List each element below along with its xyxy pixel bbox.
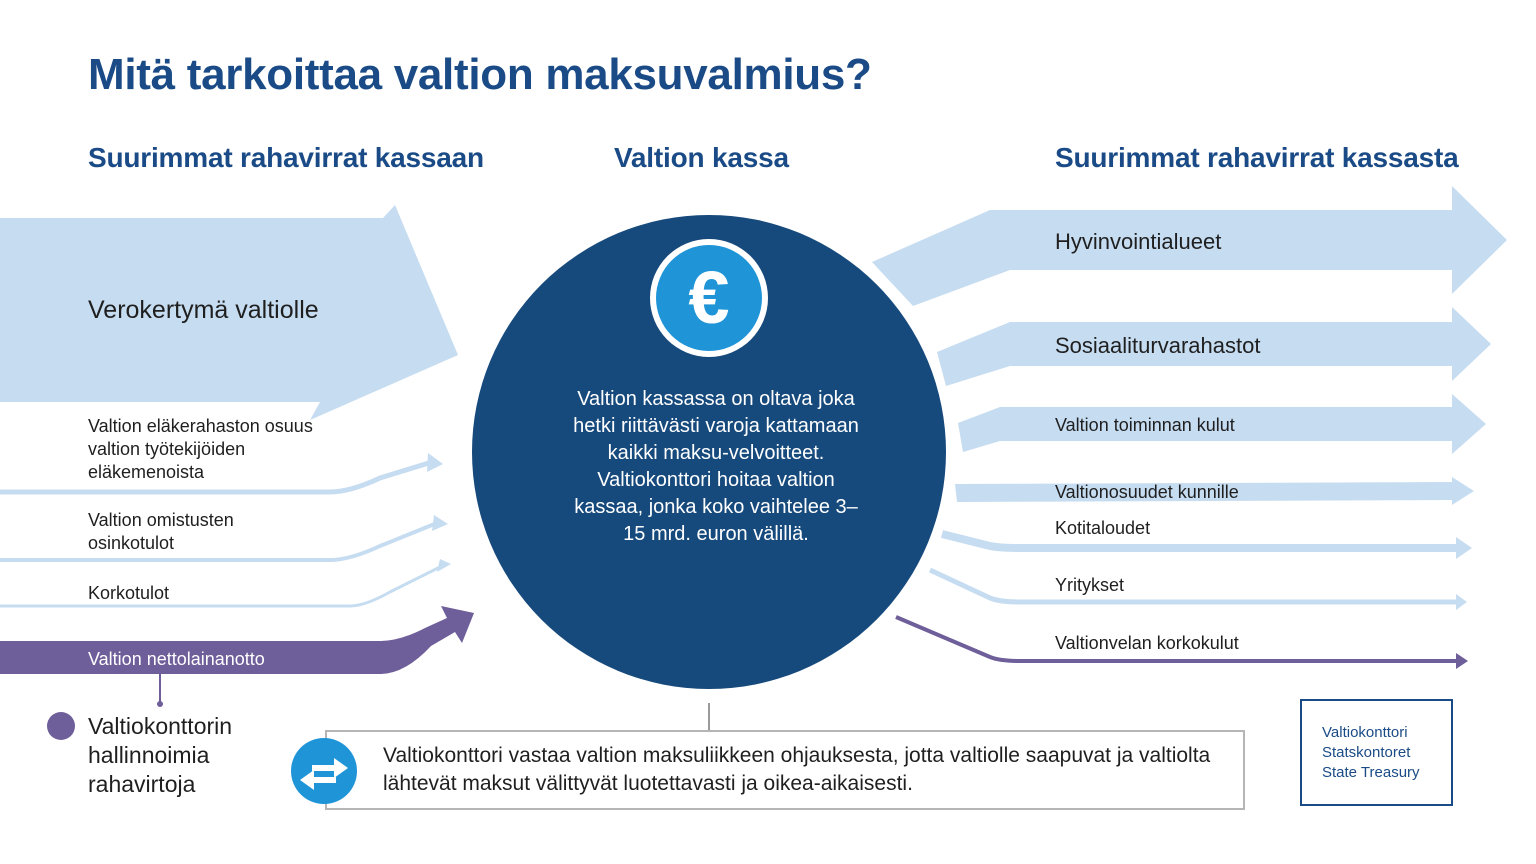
- inflow-arrow-tax: [0, 205, 458, 420]
- inflow-arrow-dividends: [0, 521, 438, 562]
- heading-treasury: Valtion kassa: [614, 142, 789, 173]
- outflow-arrow-debt-interest-head: [1456, 653, 1468, 669]
- inflow-arrow-interest: [0, 564, 443, 608]
- page-title: Mitä tarkoittaa valtion maksuvalmius?: [88, 50, 872, 99]
- inflow-arrow-pension: [0, 459, 433, 495]
- inflow-arrow-pension-head: [427, 453, 443, 472]
- outflow-label-municipal: Valtionosuudet kunnille: [1055, 482, 1239, 502]
- inflow-label-interest: Korkotulot: [88, 583, 170, 603]
- inflow-label-tax: Verokertymä valtiolle: [88, 296, 319, 324]
- logo: Valtiokonttori Statskontoret State Treas…: [1322, 723, 1420, 783]
- outflow-label-operating: Valtion toiminnan kulut: [1055, 415, 1235, 435]
- outflow-label-companies: Yritykset: [1055, 575, 1125, 595]
- logo-line-3: State Treasury: [1322, 764, 1420, 781]
- logo-line-2: Statskontoret: [1322, 744, 1411, 761]
- transfer-arrows-icon: [291, 738, 357, 804]
- outflow-label-households: Kotitaloudet: [1055, 518, 1151, 538]
- heading-outflows: Suurimmat rahavirrat kassasta: [1055, 142, 1459, 173]
- outflow-arrow-debt-interest: [895, 615, 1458, 663]
- outflow-label-social: Sosiaaliturvarahastot: [1055, 333, 1261, 358]
- note-box: [325, 730, 1245, 810]
- inflow-arrow-interest-head: [437, 559, 451, 572]
- treasury-description: Valtion kassassa on oltava joka hetki ri…: [573, 388, 859, 545]
- outflow-arrow-households-head: [1456, 537, 1472, 559]
- logo-line-1: Valtiokonttori: [1322, 724, 1408, 741]
- euro-icon: [656, 245, 762, 351]
- outflow-arrow-social: [937, 307, 1491, 386]
- euro-symbol: €: [688, 256, 730, 339]
- note-text: Valtiokonttori vastaa valtion maksuliikk…: [383, 744, 1211, 795]
- treasury-circle: [472, 215, 946, 689]
- inflow-label-dividends: Valtion omistusten osinkotulot: [88, 510, 234, 553]
- legend-dot: [47, 712, 75, 740]
- inflow-label-borrowing: Valtion nettolainanotto: [88, 649, 265, 669]
- legend-label: Valtiokonttorin hallinnoimia rahavirtoja: [88, 713, 233, 797]
- inflow-label-pension: Valtion eläkerahaston osuus valtion työt…: [88, 416, 313, 482]
- outflow-arrow-companies-head: [1456, 594, 1467, 610]
- outflow-label-welfare: Hyvinvointialueet: [1055, 229, 1222, 254]
- heading-inflows: Suurimmat rahavirrat kassaan: [88, 142, 484, 173]
- outflow-arrow-households: [941, 530, 1458, 552]
- legend-connector-dot: [157, 701, 163, 707]
- outflow-arrow-companies: [928, 567, 1456, 605]
- inflow-arrow-borrowing: [0, 606, 474, 674]
- outflow-arrow-welfare: [872, 186, 1507, 306]
- outflow-arrow-operating: [958, 394, 1486, 454]
- logo-box: [1300, 699, 1453, 806]
- outflow-arrow-municipal: [955, 477, 1474, 505]
- outflow-label-debt-interest: Valtionvelan korkokulut: [1055, 633, 1239, 653]
- inflow-arrow-dividends-head: [432, 515, 448, 531]
